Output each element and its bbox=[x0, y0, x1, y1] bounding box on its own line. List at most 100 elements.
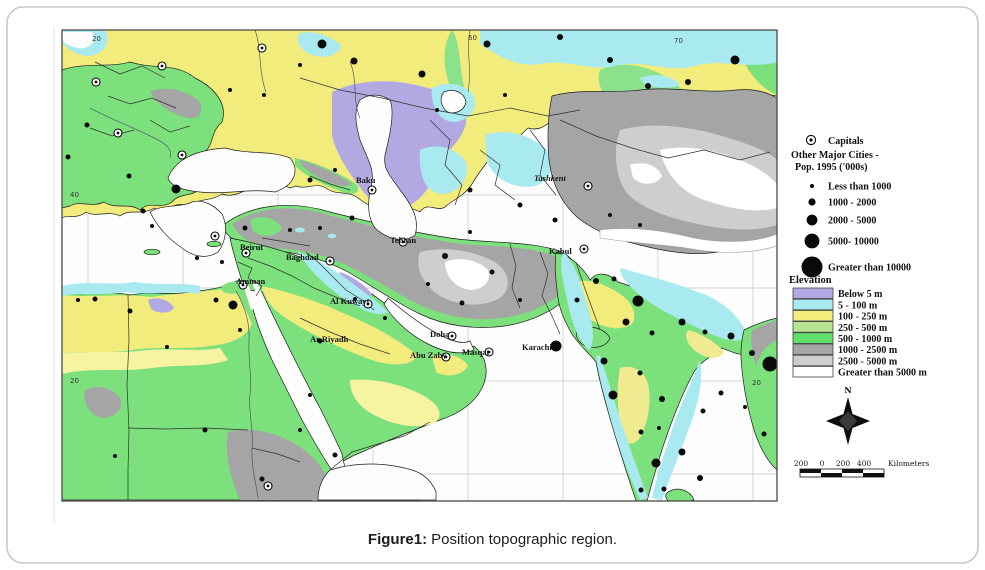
capital-symbol bbox=[238, 280, 248, 290]
city-dot bbox=[649, 330, 655, 336]
city-dot bbox=[645, 83, 651, 89]
capitals-layer bbox=[91, 43, 593, 491]
figure-caption-label: Figure1: bbox=[367, 531, 428, 548]
rub-al-khali-yellow bbox=[350, 379, 440, 427]
city-dot bbox=[202, 427, 208, 433]
compass-north-label: N bbox=[844, 385, 851, 395]
city-dot bbox=[349, 215, 355, 221]
ethiopian-highlands-gray bbox=[226, 429, 330, 500]
sri-lanka bbox=[665, 488, 695, 501]
capital-symbol bbox=[447, 331, 457, 341]
city-dot bbox=[468, 230, 472, 234]
compass-star-inner bbox=[839, 411, 857, 431]
grid-label: 40 bbox=[70, 191, 79, 199]
city-dot bbox=[288, 228, 292, 232]
sahara-yellow bbox=[62, 288, 252, 354]
city-dot bbox=[213, 297, 219, 303]
city-dot bbox=[518, 298, 522, 302]
city-dot bbox=[84, 122, 90, 128]
capital-symbol bbox=[325, 256, 335, 266]
mesopotamia-purple bbox=[339, 272, 372, 299]
city-dot bbox=[113, 454, 117, 458]
cities-legend-title-1: Other Major Cities - bbox=[791, 150, 879, 161]
city-dot bbox=[238, 328, 242, 332]
legend-city-size-label: Less than 1000 bbox=[828, 182, 891, 193]
city-dot bbox=[259, 476, 265, 482]
city-dot bbox=[126, 173, 132, 179]
scale-number: 0 bbox=[820, 459, 825, 468]
gulf-of-aden bbox=[317, 463, 437, 501]
legend-city-size-dot bbox=[810, 184, 814, 188]
city-labels-layer: Baku Tashkent Tehran Kabul Beirut Baghdad Amma… bbox=[236, 173, 572, 360]
city-dot bbox=[459, 300, 465, 306]
city-dot bbox=[383, 316, 387, 320]
burma-ridge-gray bbox=[751, 320, 777, 366]
city-dot bbox=[298, 428, 302, 432]
legend-elevation-swatch bbox=[792, 321, 834, 333]
city-dot bbox=[557, 34, 563, 40]
city-dot bbox=[483, 40, 491, 48]
cities-layer bbox=[65, 34, 777, 493]
grid-label: 20 bbox=[92, 35, 101, 43]
scale-number: 200 bbox=[836, 459, 851, 468]
city-dot bbox=[467, 187, 473, 193]
legend-city-size-dot bbox=[806, 214, 818, 226]
capital-symbol bbox=[241, 248, 251, 258]
city-dot bbox=[171, 184, 181, 194]
caucasus-gray bbox=[300, 160, 352, 187]
legend-elevation-label: 1000 - 2500 m bbox=[838, 345, 898, 356]
city-dot bbox=[308, 393, 312, 397]
egypt-coast-cyan bbox=[62, 282, 200, 296]
india-west-coast-cyan bbox=[596, 355, 648, 500]
legend-elevation-label: 250 - 500 m bbox=[838, 323, 888, 334]
city-dot bbox=[749, 350, 755, 356]
city-dot bbox=[638, 223, 642, 227]
capital-symbol bbox=[113, 128, 123, 138]
legend-elevation-label: 5 - 100 m bbox=[838, 300, 878, 311]
city-dot bbox=[574, 297, 580, 303]
city-dot bbox=[697, 475, 703, 481]
city-dot bbox=[442, 253, 448, 259]
persian-gulf bbox=[383, 297, 475, 354]
grid-label: 60 bbox=[468, 34, 477, 42]
country-borders bbox=[89, 61, 771, 500]
rivers bbox=[89, 30, 471, 159]
city-dot bbox=[228, 300, 238, 310]
city-dot bbox=[140, 208, 146, 214]
city-dot bbox=[762, 356, 777, 372]
city-label: Masqat bbox=[462, 347, 490, 357]
city-dot bbox=[700, 408, 706, 414]
legend-city-size-label: Greater than 10000 bbox=[828, 263, 911, 274]
legend-elevation-swatch bbox=[792, 287, 834, 300]
aral-sea bbox=[440, 90, 467, 114]
scale-number: 400 bbox=[857, 459, 872, 468]
city-dot bbox=[638, 487, 644, 493]
gulf-of-suez bbox=[243, 284, 256, 310]
city-label: Al Kuwayt bbox=[330, 296, 370, 306]
capitals-label: Capitals bbox=[828, 136, 864, 147]
city-label: Abu Zaby bbox=[410, 350, 447, 360]
anatolia-green-pocket bbox=[250, 217, 282, 236]
legend-elevation-label: Below 5 m bbox=[838, 289, 883, 300]
central-asia-cyan-2 bbox=[485, 132, 553, 187]
capital-symbol bbox=[484, 347, 494, 357]
city-label: Karachi bbox=[522, 342, 552, 352]
figure-caption: Figure1: Position topographic region. bbox=[0, 531, 985, 548]
city-dot bbox=[611, 276, 617, 282]
capital-symbol bbox=[398, 237, 408, 247]
city-dot bbox=[242, 225, 248, 231]
scale-bar-outline bbox=[799, 468, 885, 478]
capital-legend-symbol bbox=[805, 134, 817, 146]
city-dot bbox=[92, 296, 98, 302]
city-dot bbox=[317, 39, 327, 49]
city-dot bbox=[262, 93, 266, 97]
city-label: Kabul bbox=[549, 246, 572, 256]
legend-elevation-label: 500 - 1000 m bbox=[838, 334, 893, 345]
siberia-cyan bbox=[480, 30, 777, 69]
lake-van bbox=[295, 227, 305, 233]
city-dot bbox=[727, 332, 735, 340]
city-dot bbox=[638, 429, 644, 435]
city-dot bbox=[702, 329, 708, 335]
city-dot bbox=[608, 390, 618, 400]
